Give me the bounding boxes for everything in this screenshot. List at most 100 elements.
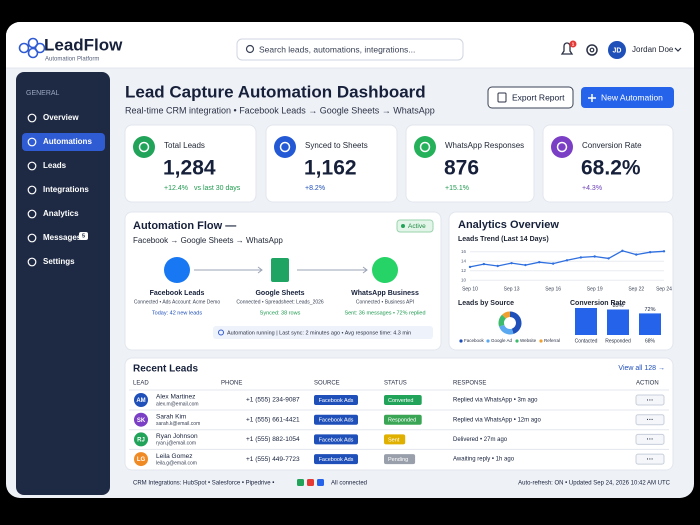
footer-integrations: CRM Integrations: HubSpot • Salesforce •…: [133, 481, 274, 487]
action-button[interactable]: [635, 414, 665, 426]
source-text: Facebook Ads: [319, 418, 354, 424]
trend-point: [482, 262, 486, 266]
button-label[interactable]: Export Report: [512, 92, 565, 102]
nav-item[interactable]: Analytics: [43, 209, 79, 218]
source-badge: [314, 434, 358, 445]
node-name: WhatsApp Business: [351, 290, 419, 297]
lead-name: Ryan Johnson: [156, 433, 198, 440]
button-label[interactable]: New Automation: [601, 92, 663, 102]
action-button[interactable]: [635, 394, 665, 406]
settings-icon: [586, 44, 598, 56]
stat-value: 1,284: [163, 157, 216, 180]
node-metric: Today: 42 new leads: [152, 310, 202, 316]
source-text: Facebook Ads: [319, 398, 354, 404]
action-label[interactable]: ···: [647, 437, 654, 444]
stat-card: [542, 124, 674, 203]
node-metric: Synced: 38 rows: [260, 310, 301, 316]
legend-swatch: [515, 339, 519, 343]
bar-category: Responded: [605, 338, 631, 344]
status-badge: [384, 395, 422, 405]
x-tick-label: Sep 22: [628, 286, 644, 292]
nav-item[interactable]: Leads: [43, 161, 67, 170]
trend-point: [648, 251, 652, 254]
legend-swatch: [486, 339, 490, 343]
lead-email: ryan.j@email.com: [156, 441, 196, 447]
active-nav: [22, 133, 105, 151]
user-name[interactable]: Jordan Doe: [632, 45, 674, 54]
card-title: Analytics Overview: [458, 219, 559, 231]
lead-response: Delivered • 27m ago: [453, 437, 508, 443]
lead-avatar: [134, 432, 148, 447]
new-automation-button[interactable]: [581, 87, 674, 108]
trend-point: [607, 257, 610, 260]
trend-point: [496, 264, 499, 268]
nav-item[interactable]: Integrations: [43, 185, 89, 194]
view-all-link[interactable]: View all 128 →: [618, 365, 665, 372]
status-text: Responded: [388, 418, 416, 424]
action-label[interactable]: ···: [647, 397, 654, 404]
status-badge: [396, 219, 434, 233]
status-text: Sent: [388, 437, 400, 443]
y-tick-label: 12: [461, 268, 467, 273]
column-header: ACTION: [636, 381, 659, 387]
card-title: Automation Flow —: [133, 220, 236, 232]
status-badge: [384, 414, 422, 425]
export-icon: [497, 92, 507, 103]
lead-avatar: [134, 412, 148, 427]
nav-item[interactable]: Settings: [43, 257, 75, 266]
logo: LeadFlow: [44, 35, 123, 54]
search-box[interactable]: [236, 38, 464, 61]
stat-card: [265, 124, 398, 203]
lead-initials: LG: [137, 457, 146, 463]
column-header: PHONE: [221, 381, 242, 387]
lead-initials: SK: [137, 418, 146, 424]
nav-item[interactable]: Automations: [43, 137, 92, 146]
nav-icon: [27, 233, 37, 243]
legend-label: Facebook: [464, 338, 485, 343]
bar-category: Contacted: [575, 338, 598, 344]
nav-item[interactable]: Overview: [43, 113, 79, 122]
status-line: [213, 326, 433, 339]
action-button[interactable]: [635, 433, 665, 445]
action-label[interactable]: ···: [647, 456, 654, 463]
node-icon: [372, 257, 398, 283]
stat-icon: [556, 141, 568, 153]
action-button[interactable]: [635, 453, 665, 465]
stat-icon: [414, 136, 436, 158]
node-detail: Connected • Spreadsheet: Leads_2026: [236, 299, 324, 305]
stat-value: 1,162: [304, 157, 357, 180]
trend-point: [662, 250, 666, 253]
column-header: SOURCE: [314, 381, 340, 387]
stat-icon: [279, 141, 291, 153]
footer-refresh: Auto-refresh: ON • Updated Sep 24, 2026 …: [518, 481, 671, 487]
chart-title: Leads Trend (Last 14 Days): [458, 236, 549, 243]
nav-item[interactable]: Messages: [43, 233, 82, 242]
y-tick-label: 14: [461, 258, 467, 263]
x-tick-label: Sep 24: [656, 286, 672, 292]
node-icon: [164, 257, 190, 283]
stat-icon: [133, 136, 155, 158]
action-label[interactable]: ···: [647, 417, 654, 424]
nav-icon: [27, 161, 37, 171]
stat-label: WhatsApp Responses: [445, 141, 524, 150]
x-tick-label: Sep 13: [504, 286, 520, 292]
x-tick-label: Sep 16: [545, 286, 561, 292]
lead-name: Sarah Kim: [156, 413, 186, 420]
stat-icon: [551, 136, 573, 158]
donut-segment: [498, 314, 506, 327]
footer-connected: All connected: [331, 481, 367, 487]
bar-value-label: 85%: [612, 303, 623, 309]
search-placeholder: Search leads, automations, integrations.…: [259, 44, 415, 54]
check-icon: [307, 479, 314, 486]
x-tick-label: Sep 19: [587, 286, 603, 292]
stat-change: +4.3%: [582, 185, 602, 192]
node-detail: Connected • Business API: [356, 299, 414, 305]
bell-icon[interactable]: [560, 42, 574, 55]
export-button[interactable]: [487, 86, 574, 109]
status-line-text: Automation running | Last sync: 2 minute…: [227, 330, 411, 336]
arrow-head: [257, 266, 263, 274]
caret: [674, 47, 682, 52]
stat-icon: [419, 141, 431, 153]
nav-icon: [27, 257, 37, 267]
